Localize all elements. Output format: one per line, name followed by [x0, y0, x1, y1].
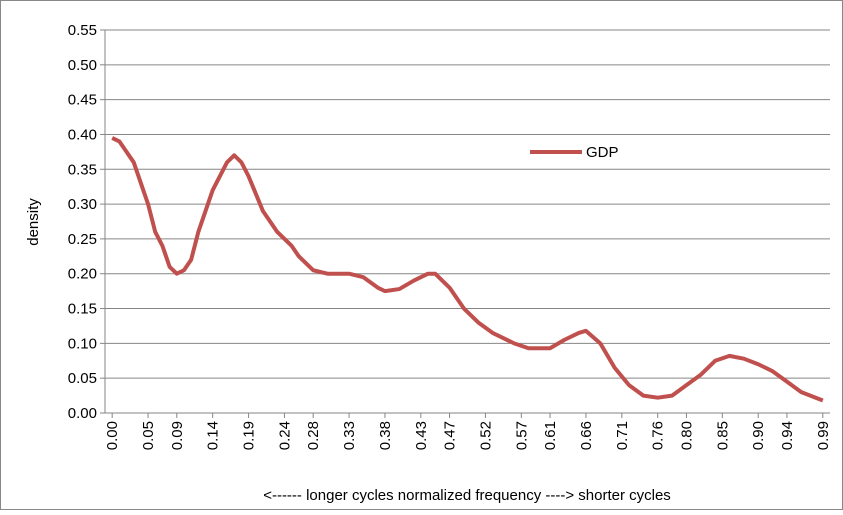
x-tick-label: 0.05 [140, 421, 157, 450]
x-tick-label: 0.14 [205, 421, 222, 450]
y-tick-label: 0.25 [68, 231, 97, 248]
x-tick-label: 0.38 [377, 421, 394, 450]
x-tick-label: 0.24 [276, 421, 293, 450]
data-line [111, 136, 824, 403]
x-axis-title: <------ longer cycles normalized frequen… [263, 487, 671, 504]
y-tick-label: 0.55 [68, 22, 97, 39]
x-tick-label: 0.09 [169, 421, 186, 450]
y-axis-title: density [25, 198, 42, 246]
x-tick-label: 0.80 [678, 421, 695, 450]
x-tick-label: 0.94 [779, 421, 796, 450]
x-tick-label: 0.52 [477, 421, 494, 450]
x-tick-label: 0.19 [241, 421, 258, 450]
y-tick-label: 0.50 [68, 57, 97, 74]
x-tick-label: 0.47 [442, 421, 459, 450]
x-tick-label: 0.99 [815, 421, 832, 450]
x-tick-label: 0.43 [413, 421, 430, 450]
y-tick-label: 0.10 [68, 335, 97, 352]
y-tick-label: 0.00 [68, 405, 97, 422]
x-tick-label: 0.71 [614, 421, 631, 450]
y-tick-label: 0.20 [68, 266, 97, 283]
legend-label: GDP [586, 144, 619, 161]
x-tick-label: 0.85 [714, 421, 731, 450]
y-tick-label: 0.30 [68, 196, 97, 213]
x-tick-label: 0.28 [305, 421, 322, 450]
x-tick-label: 0.66 [578, 421, 595, 450]
x-tick-label: 0.61 [542, 421, 559, 450]
x-tick-label: 0.76 [650, 421, 667, 450]
y-tick-label: 0.05 [68, 370, 97, 387]
y-tick-label: 0.40 [68, 126, 97, 143]
y-tick-label: 0.35 [68, 161, 97, 178]
y-tick-label: 0.15 [68, 301, 97, 318]
x-tick-label: 0.90 [750, 421, 767, 450]
x-tick-label: 0.57 [513, 421, 530, 450]
y-tick-label: 0.45 [68, 92, 97, 109]
x-tick-label: 0.00 [104, 421, 121, 450]
x-tick-label: 0.33 [341, 421, 358, 450]
